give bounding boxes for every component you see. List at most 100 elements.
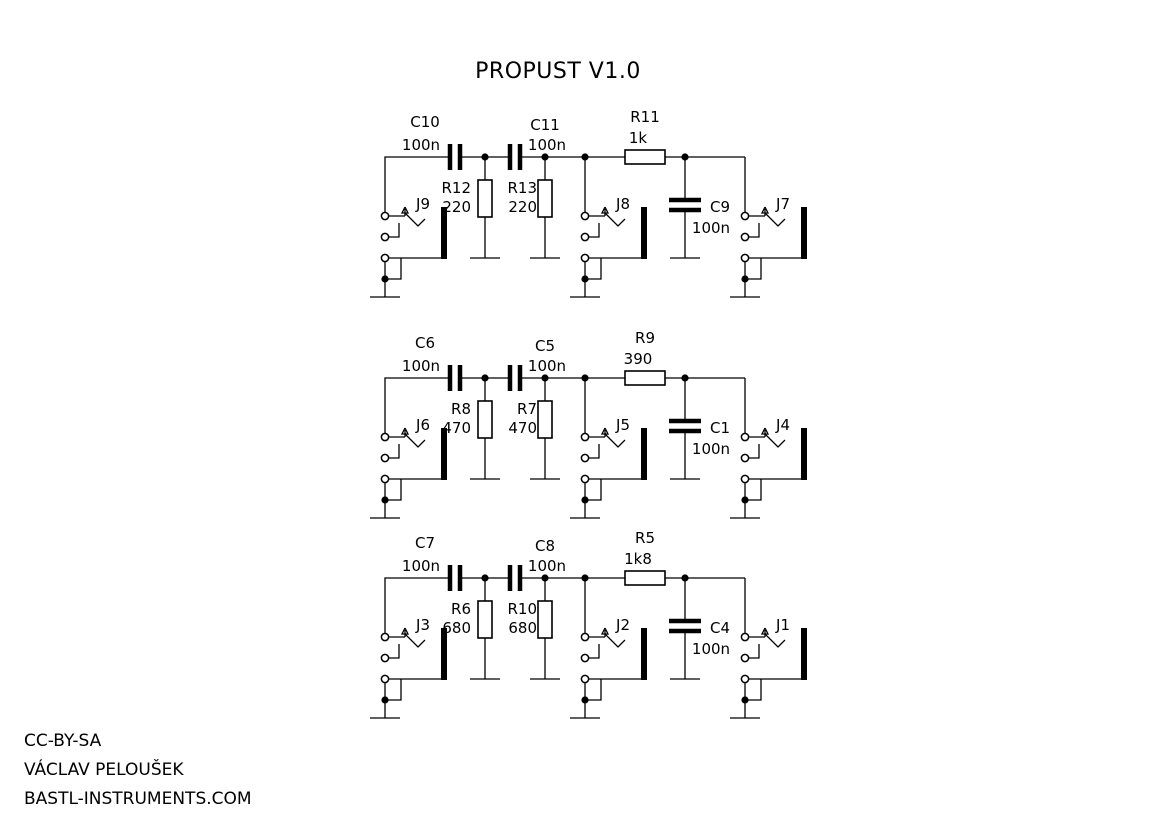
- jack-sleeve-bar: [801, 628, 807, 680]
- jack-sleeve-bar: [641, 628, 647, 680]
- jack-switch-contact: [604, 633, 626, 648]
- shunt-resistor-a: [477, 400, 493, 439]
- jack-sleeve-bar: [641, 207, 647, 259]
- jack-ground-dot: [581, 275, 589, 283]
- jack-sleeve-pin: [580, 674, 590, 684]
- jack-switch-pin: [380, 453, 390, 463]
- capacitor-b-value: 100n: [528, 557, 566, 575]
- jack-ground-dot: [741, 496, 749, 504]
- series-resistor: [624, 149, 666, 165]
- capacitor-b-ref: C11: [530, 116, 560, 134]
- input-wire: [384, 577, 449, 636]
- author-name: VÁCLAV PELOUŠEK: [24, 760, 184, 780]
- jack-ground-wire: [745, 679, 762, 701]
- jack-ground-dot: [741, 696, 749, 704]
- jack-ground-wire: [745, 258, 762, 280]
- jack-sleeve-pin: [380, 253, 390, 263]
- jack-switch-lead: [385, 223, 400, 238]
- jack-ground-wire: [385, 679, 402, 701]
- jack-ground-wire: [585, 258, 602, 280]
- jack-sleeve-bar: [801, 428, 807, 480]
- jack-switch-lead: [385, 644, 400, 659]
- series-resistor-ref: R5: [635, 529, 655, 547]
- jack-switch-contact: [404, 212, 426, 227]
- jack-ground-wire: [585, 679, 602, 701]
- jack-switch-lead: [745, 444, 760, 459]
- capacitor-b-value: 100n: [528, 357, 566, 375]
- jack-tip-pin: [740, 211, 750, 221]
- resistor-a-ref: R6: [451, 600, 471, 618]
- resistor-a-value: 220: [442, 198, 471, 216]
- jack-ground-dot: [741, 275, 749, 283]
- jack-switch-lead: [585, 223, 600, 238]
- capacitor-a-value: 100n: [402, 557, 440, 575]
- output-jack-label: J7: [775, 195, 790, 213]
- website-text: BASTL-INSTRUMENTS.COM: [24, 789, 252, 809]
- output-jack-label: J4: [775, 416, 790, 434]
- jack-ground-dot: [381, 275, 389, 283]
- jack-ground-dot: [381, 696, 389, 704]
- jack-tip-pin: [380, 632, 390, 642]
- jack-sleeve-bar: [441, 207, 447, 259]
- jack-switch-lead: [585, 444, 600, 459]
- jack-sleeve-pin: [740, 253, 750, 263]
- jack-switch-lead: [745, 644, 760, 659]
- credits-footer: CC-BY-SA VÁCLAV PELOUŠEK BASTL-INSTRUMEN…: [24, 727, 252, 814]
- jack-switch-pin: [580, 653, 590, 663]
- jack-sleeve-pin: [740, 674, 750, 684]
- junction-dot: [681, 374, 689, 382]
- jack-sleeve-bar: [441, 428, 447, 480]
- capacitor-a-ref: C10: [410, 113, 440, 131]
- jack-ground-dot: [381, 496, 389, 504]
- mid-jack-label: J8: [615, 195, 630, 213]
- jack-sleeve-pin: [740, 474, 750, 484]
- resistor-b-ref: R7: [517, 400, 537, 418]
- jack-ground-wire: [385, 479, 402, 501]
- shunt-capacitor-ref: C9: [710, 198, 730, 216]
- jack-sleeve-bar: [641, 428, 647, 480]
- junction-dot: [581, 374, 589, 382]
- mid-jack-label: J2: [615, 616, 630, 634]
- jack-switch-lead: [745, 223, 760, 238]
- series-resistor-value: 1k: [629, 129, 648, 147]
- jack-tip-pin: [380, 211, 390, 221]
- series-resistor: [624, 370, 666, 386]
- capacitor-b-ref: C8: [535, 537, 555, 555]
- resistor-b-ref: R13: [507, 179, 537, 197]
- jack-switch-contact: [764, 212, 786, 227]
- jack-sleeve-pin: [580, 474, 590, 484]
- mid-jack-label: J5: [615, 416, 630, 434]
- jack-switch-pin: [740, 232, 750, 242]
- jack-tip-pin: [580, 211, 590, 221]
- jack-switch-pin: [580, 232, 590, 242]
- jack-tip-pin: [580, 632, 590, 642]
- junction-dot: [481, 374, 489, 382]
- jack-ground-wire: [385, 258, 402, 280]
- shunt-capacitor-ref: C1: [710, 419, 730, 437]
- capacitor-b-ref: C5: [535, 337, 555, 355]
- series-resistor-ref: R11: [630, 108, 660, 126]
- capacitor-a-ref: C6: [415, 334, 435, 352]
- series-resistor: [624, 570, 666, 586]
- input-jack-label: J9: [415, 195, 430, 213]
- input-jack-label: J3: [415, 616, 430, 634]
- resistor-b-value: 680: [508, 619, 537, 637]
- jack-switch-pin: [380, 653, 390, 663]
- jack-sleeve-bar: [441, 628, 447, 680]
- capacitor-a-ref: C7: [415, 534, 435, 552]
- jack-switch-contact: [764, 633, 786, 648]
- shunt-resistor-b: [537, 600, 553, 639]
- jack-switch-contact: [404, 433, 426, 448]
- jack-sleeve-pin: [380, 474, 390, 484]
- shunt-capacitor-value: 100n: [692, 640, 730, 658]
- resistor-a-ref: R12: [441, 179, 471, 197]
- jack-sleeve-bar: [801, 207, 807, 259]
- jack-tip-pin: [580, 432, 590, 442]
- jack-switch-contact: [604, 433, 626, 448]
- resistor-a-ref: R8: [451, 400, 471, 418]
- jack-tip-pin: [380, 432, 390, 442]
- input-wire: [384, 377, 449, 436]
